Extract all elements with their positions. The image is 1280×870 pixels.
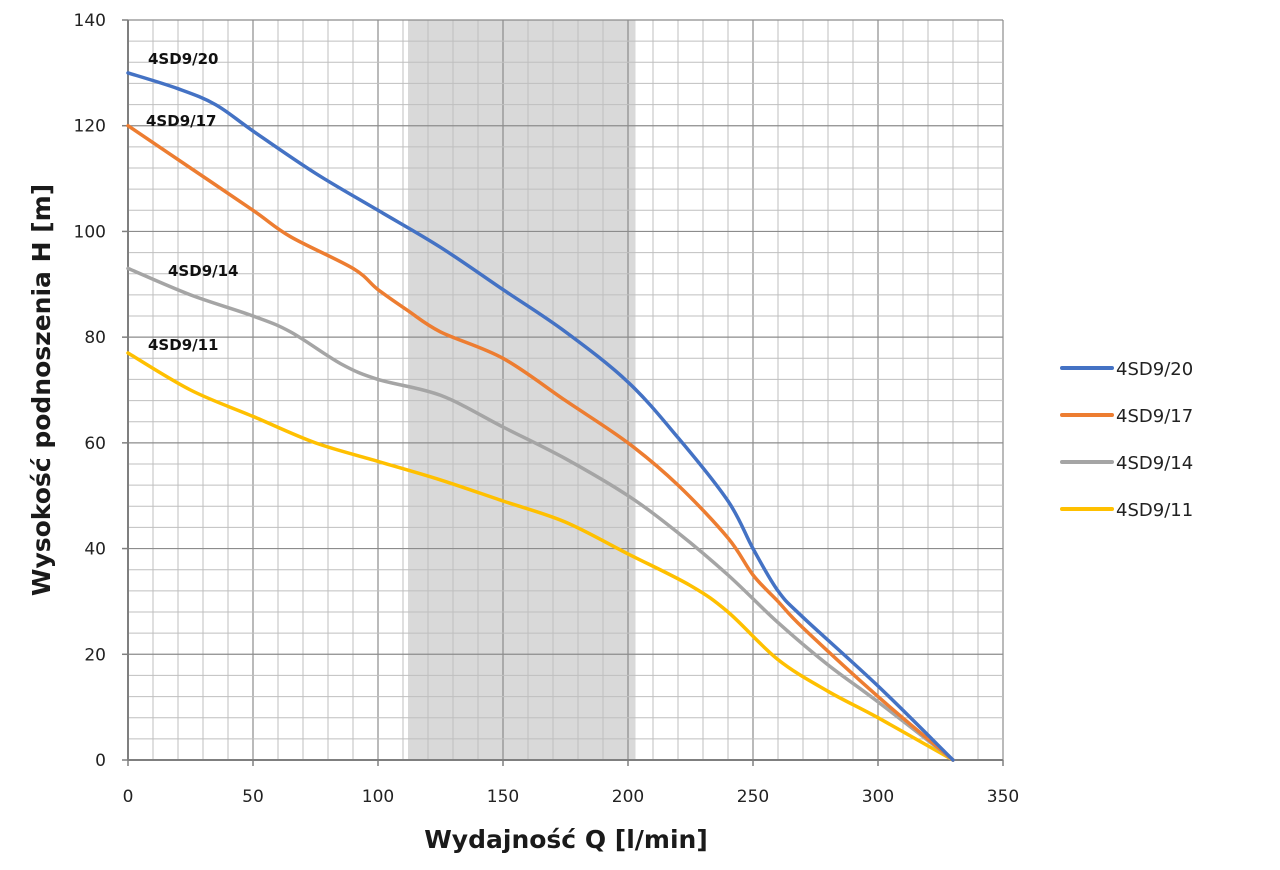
y-tick-label: 40 [84, 540, 106, 560]
legend-label: 4SD9/11 [1116, 500, 1193, 521]
highlight-band-layer [408, 20, 636, 760]
y-tick-label: 0 [95, 751, 106, 771]
legend-label: 4SD9/14 [1116, 453, 1193, 474]
x-tick-label: 200 [612, 787, 644, 807]
legend-label: 4SD9/20 [1116, 359, 1193, 380]
highlight-band [408, 20, 636, 760]
x-tick-label: 0 [123, 787, 134, 807]
series-line-4sd9-11 [126, 351, 955, 762]
y-tick-label: 120 [74, 117, 106, 137]
x-tick-label: 50 [242, 787, 264, 807]
y-tick-label: 60 [84, 434, 106, 454]
series-layer [126, 71, 955, 762]
curve-label-layer: 4SD9/20 4SD9/17 4SD9/14 4SD9/11 [146, 50, 238, 354]
curve-label: 4SD9/20 [148, 50, 218, 68]
series-line-4sd9-17 [126, 123, 955, 762]
x-tick-label: 300 [862, 787, 894, 807]
y-tick-label: 100 [74, 222, 106, 242]
x-tick-label: 150 [487, 787, 519, 807]
y-tick-label: 140 [74, 11, 106, 31]
curve-label: 4SD9/17 [146, 112, 216, 130]
axis-layer: 0 50 100 150 200 250 300 350 0 20 40 60 80 100 120 140 [74, 11, 1020, 807]
legend-item: 4SD9/11 [1060, 500, 1193, 521]
series-line-4sd9-14 [126, 266, 955, 762]
legend-item: 4SD9/17 [1060, 406, 1193, 427]
y-tick-label: 80 [84, 328, 106, 348]
x-tick-label: 350 [987, 787, 1019, 807]
y-axis-title: Wysokość podnoszenia H [m] [27, 184, 56, 596]
series-line-4sd9-20 [126, 71, 955, 762]
x-axis-title: Wydajność Q [l/min] [424, 825, 708, 854]
legend-label: 4SD9/17 [1116, 406, 1193, 427]
legend-item: 4SD9/14 [1060, 453, 1193, 474]
legend: 4SD9/20 4SD9/17 4SD9/14 4SD9/11 [1060, 359, 1193, 521]
x-tick-label: 250 [737, 787, 769, 807]
x-tick-label: 100 [362, 787, 394, 807]
legend-item: 4SD9/20 [1060, 359, 1193, 380]
curve-label: 4SD9/11 [148, 336, 218, 354]
y-tick-label: 20 [84, 645, 106, 665]
curve-label: 4SD9/14 [168, 262, 238, 280]
